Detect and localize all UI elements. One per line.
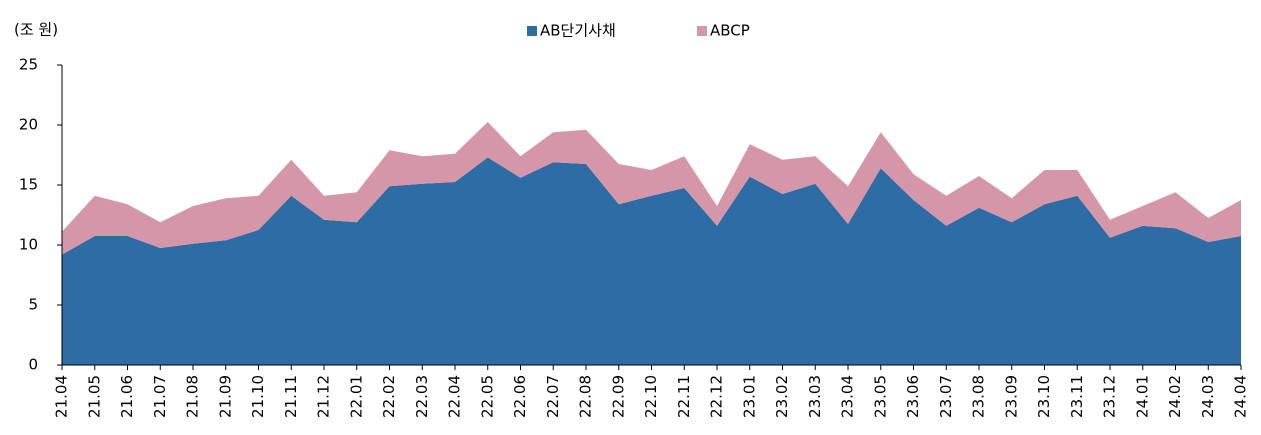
x-tick-label: 23.05 — [871, 375, 889, 418]
x-tick-label: 22.01 — [347, 375, 365, 418]
x-tick-label: 23.10 — [1035, 375, 1053, 418]
x-tick-label: 24.01 — [1133, 375, 1151, 418]
x-tick-label: 22.06 — [511, 375, 529, 418]
x-tick-label: 24.03 — [1199, 375, 1217, 418]
legend-swatch — [697, 26, 707, 36]
x-tick-label: 21.07 — [151, 375, 169, 418]
y-tick-label: 15 — [19, 176, 38, 194]
x-tick-label: 23.01 — [740, 375, 758, 418]
x-tick-label: 21.10 — [249, 375, 267, 418]
x-tick-label: 23.04 — [839, 375, 857, 418]
x-tick-label: 23.06 — [904, 375, 922, 418]
x-tick-label: 22.09 — [609, 375, 627, 418]
x-tick-label: 21.12 — [315, 375, 333, 418]
x-tick-label: 23.08 — [970, 375, 988, 418]
y-tick-label: 0 — [28, 356, 38, 374]
x-tick-label: 21.06 — [118, 375, 136, 418]
x-tick-label: 22.12 — [708, 375, 726, 418]
x-tick-label: 22.07 — [544, 375, 562, 418]
x-tick-label: 23.02 — [773, 375, 791, 418]
x-tick-label: 23.09 — [1002, 375, 1020, 418]
x-tick-label: 22.08 — [577, 375, 595, 418]
x-tick-label: 21.08 — [184, 375, 202, 418]
y-tick-label: 25 — [19, 56, 38, 74]
x-tick-label: 22.10 — [642, 375, 660, 418]
y-axis-label: (조 원) — [14, 21, 58, 39]
x-tick-label: 22.03 — [413, 375, 431, 418]
x-tick-label: 23.07 — [937, 375, 955, 418]
x-tick-label: 23.12 — [1101, 375, 1119, 418]
legend-label: ABCP — [710, 22, 750, 40]
y-tick-label: 20 — [19, 116, 38, 134]
x-tick-label: 22.02 — [380, 375, 398, 418]
x-tick-label: 22.11 — [675, 375, 693, 418]
legend-label: AB단기사채 — [540, 22, 616, 40]
x-tick-label: 23.11 — [1068, 375, 1086, 418]
x-tick-label: 22.04 — [446, 375, 464, 418]
x-tick-label: 21.09 — [216, 375, 234, 418]
area — [62, 157, 1241, 365]
y-tick-label: 10 — [19, 236, 38, 254]
x-tick-label: 21.04 — [53, 375, 71, 418]
y-tick-label: 5 — [28, 296, 38, 314]
x-tick-label: 22.05 — [478, 375, 496, 418]
x-tick-label: 24.04 — [1232, 375, 1250, 418]
x-tick-label: 24.02 — [1166, 375, 1184, 418]
x-tick-label: 23.03 — [806, 375, 824, 418]
x-tick-label: 21.05 — [85, 375, 103, 418]
area — [62, 122, 1241, 255]
legend-swatch — [527, 26, 537, 36]
x-tick-label: 21.11 — [282, 375, 300, 418]
